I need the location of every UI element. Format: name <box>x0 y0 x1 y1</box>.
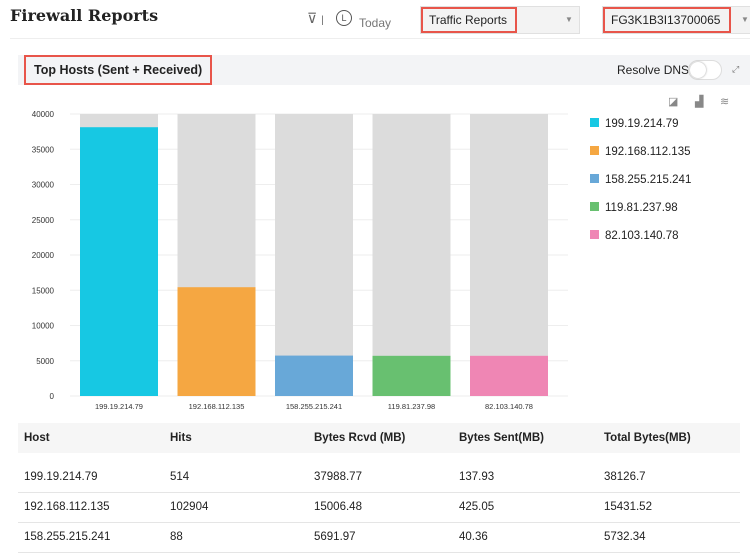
area-chart-icon[interactable]: ◪ <box>668 96 679 108</box>
bar <box>470 355 548 396</box>
legend-swatch <box>590 202 599 211</box>
y-tick-label: 35000 <box>32 145 55 154</box>
table-cell: 192.168.112.135 <box>24 501 110 513</box>
table-cell: 102904 <box>170 501 209 513</box>
divider <box>10 38 750 39</box>
legend-item[interactable]: 192.168.112.135 <box>590 146 690 158</box>
filter-icon[interactable]: ⊽ | <box>307 10 324 26</box>
legend-item[interactable]: 82.103.140.78 <box>590 230 679 242</box>
device-select[interactable]: FG3K1B3I13700065 ▼ <box>602 6 750 34</box>
legend-swatch <box>590 230 599 239</box>
table-cell: 38126.7 <box>604 471 646 483</box>
y-tick-label: 20000 <box>32 251 55 260</box>
table-cell: 5691.97 <box>314 531 356 543</box>
table-cell: 199.19.214.79 <box>24 471 98 483</box>
chevron-down-icon: ▼ <box>565 15 573 24</box>
y-tick-label: 0 <box>50 392 55 401</box>
clock-icon[interactable]: L <box>336 10 352 26</box>
col-bytes-rcvd[interactable]: Bytes Rcvd (MB) <box>314 432 406 444</box>
table-cell: 15006.48 <box>314 501 362 513</box>
bar <box>275 355 353 396</box>
line-chart-icon[interactable]: ≋ <box>720 96 730 108</box>
table-row[interactable]: 158.255.215.241 88 5691.97 40.36 5732.34 <box>18 522 740 553</box>
section-title: Top Hosts (Sent + Received) <box>24 55 213 85</box>
table-cell: 15431.52 <box>604 501 652 513</box>
table-row[interactable]: 199.19.214.79 514 37988.77 137.93 38126.7 <box>18 462 740 493</box>
table-cell: 425.05 <box>459 501 495 513</box>
legend-swatch <box>590 118 599 127</box>
x-tick-label: 158.255.215.241 <box>286 402 342 411</box>
page-title: Firewall Reports <box>10 6 159 25</box>
table-cell: 158.255.215.241 <box>24 531 111 543</box>
expand-icon[interactable]: ⤢ <box>732 64 740 74</box>
resolve-dns-toggle[interactable] <box>688 60 722 80</box>
legend-label: 199.19.214.79 <box>605 118 679 130</box>
bar-background <box>470 114 548 396</box>
device-select-value: FG3K1B3I13700065 <box>603 7 731 33</box>
y-tick-label: 30000 <box>32 181 55 190</box>
x-tick-label: 82.103.140.78 <box>485 402 533 411</box>
chevron-down-icon: ▼ <box>741 15 749 24</box>
y-tick-label: 10000 <box>32 322 55 331</box>
table-row[interactable]: 192.168.112.135 102904 15006.48 425.05 15431… <box>18 492 740 523</box>
y-tick-label: 5000 <box>36 357 54 366</box>
table-cell: 37988.77 <box>314 471 362 483</box>
col-bytes-sent[interactable]: Bytes Sent(MB) <box>459 432 544 444</box>
table-cell: 40.36 <box>459 531 488 543</box>
bar <box>372 355 451 396</box>
x-tick-label: 199.19.214.79 <box>95 402 143 411</box>
time-range[interactable]: Today <box>359 16 392 30</box>
legend-label: 82.103.140.78 <box>605 230 679 242</box>
bar-chart-icon[interactable]: ▟ <box>695 96 704 108</box>
table-header: Host Hits Bytes Rcvd (MB) Bytes Sent(MB)… <box>18 423 740 453</box>
legend-label: 192.168.112.135 <box>605 146 691 158</box>
bar <box>80 127 158 397</box>
bar-background <box>275 114 353 396</box>
bar-background <box>372 114 451 396</box>
table-cell: 137.93 <box>459 471 495 483</box>
legend-item[interactable]: 199.19.214.79 <box>590 118 679 130</box>
section-header <box>18 55 750 85</box>
table-cell: 5732.34 <box>604 531 646 543</box>
y-tick-label: 15000 <box>32 286 55 295</box>
table-cell: 88 <box>170 531 183 543</box>
col-hits[interactable]: Hits <box>170 432 192 444</box>
report-select[interactable]: Traffic Reports ▼ <box>420 6 580 34</box>
bar <box>177 287 256 396</box>
col-total-bytes[interactable]: Total Bytes(MB) <box>604 432 691 444</box>
x-tick-label: 192.168.112.135 <box>189 402 245 411</box>
col-host[interactable]: Host <box>24 432 50 444</box>
legend-item[interactable]: 158.255.215.241 <box>590 174 691 186</box>
legend-swatch <box>590 174 599 183</box>
legend-label: 158.255.215.241 <box>605 174 692 186</box>
resolve-dns-label: Resolve DNS <box>617 63 690 77</box>
legend-label: 119.81.237.98 <box>605 202 678 214</box>
x-tick-label: 119.81.237.98 <box>388 402 435 411</box>
y-tick-label: 40000 <box>32 110 55 119</box>
y-tick-label: 25000 <box>32 216 55 225</box>
legend-item[interactable]: 119.81.237.98 <box>590 202 678 214</box>
report-select-value: Traffic Reports <box>421 7 517 33</box>
bar-chart: 0 5000 10000 15000 20000 25000 30000 35000 40000… <box>32 110 568 411</box>
legend-swatch <box>590 146 599 155</box>
table-cell: 514 <box>170 471 190 483</box>
